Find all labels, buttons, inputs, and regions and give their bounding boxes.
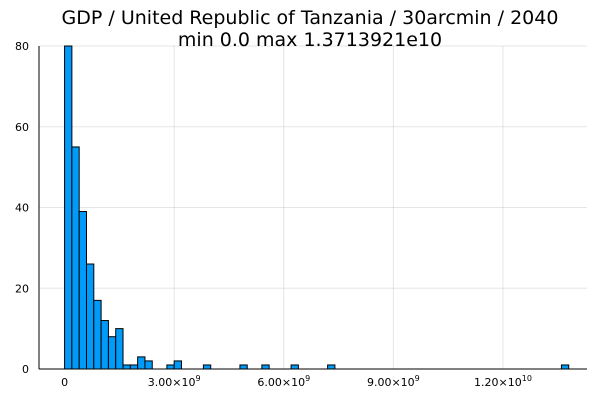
x-tick-label: 1.20×1010: [474, 374, 532, 389]
histogram-bar: [85, 263, 95, 370]
x-tick-label: 3.00×109: [148, 374, 201, 389]
y-tick-label: 80: [15, 40, 29, 53]
histogram-bar: [78, 211, 87, 370]
histogram-bar: [290, 364, 299, 370]
histogram-bars: [64, 45, 570, 370]
histogram-bar: [122, 364, 131, 370]
histogram-bar: [202, 364, 212, 370]
histogram-bar: [173, 360, 182, 370]
histogram-bar: [166, 364, 175, 370]
histogram-bar: [144, 360, 153, 370]
chart-title-line1: GDP / United Republic of Tanzania / 30ar…: [62, 7, 559, 29]
histogram-bar: [560, 364, 570, 370]
histogram-bar: [239, 364, 248, 370]
y-tick-label: 60: [15, 121, 29, 134]
histogram-bar: [71, 146, 80, 370]
histogram-bar: [261, 364, 270, 370]
histogram-bar: [129, 364, 139, 370]
tick-labels: 0 3.00×109 6.00×109 9.00×109 1.20×1010 0 20 40 6…: [15, 40, 532, 389]
chart-title-line2: min 0.0 max 1.3713921e10: [178, 29, 442, 51]
histogram-bar: [100, 320, 109, 370]
x-tick-label: 0: [61, 376, 68, 389]
histogram-bar: [137, 356, 146, 370]
axes: [38, 46, 587, 370]
y-tick-label: 0: [22, 363, 29, 376]
histogram-bar: [107, 336, 117, 370]
histogram-bar: [64, 45, 73, 370]
y-tick-label: 40: [15, 202, 29, 215]
x-tick-label: 6.00×109: [257, 374, 310, 389]
y-tick-label: 20: [15, 282, 29, 295]
grid-lines: [39, 45, 587, 370]
histogram-bar: [115, 328, 124, 370]
x-tick-label: 9.00×109: [367, 374, 420, 389]
histogram-bar: [327, 364, 336, 370]
histogram-bar: [93, 299, 102, 370]
